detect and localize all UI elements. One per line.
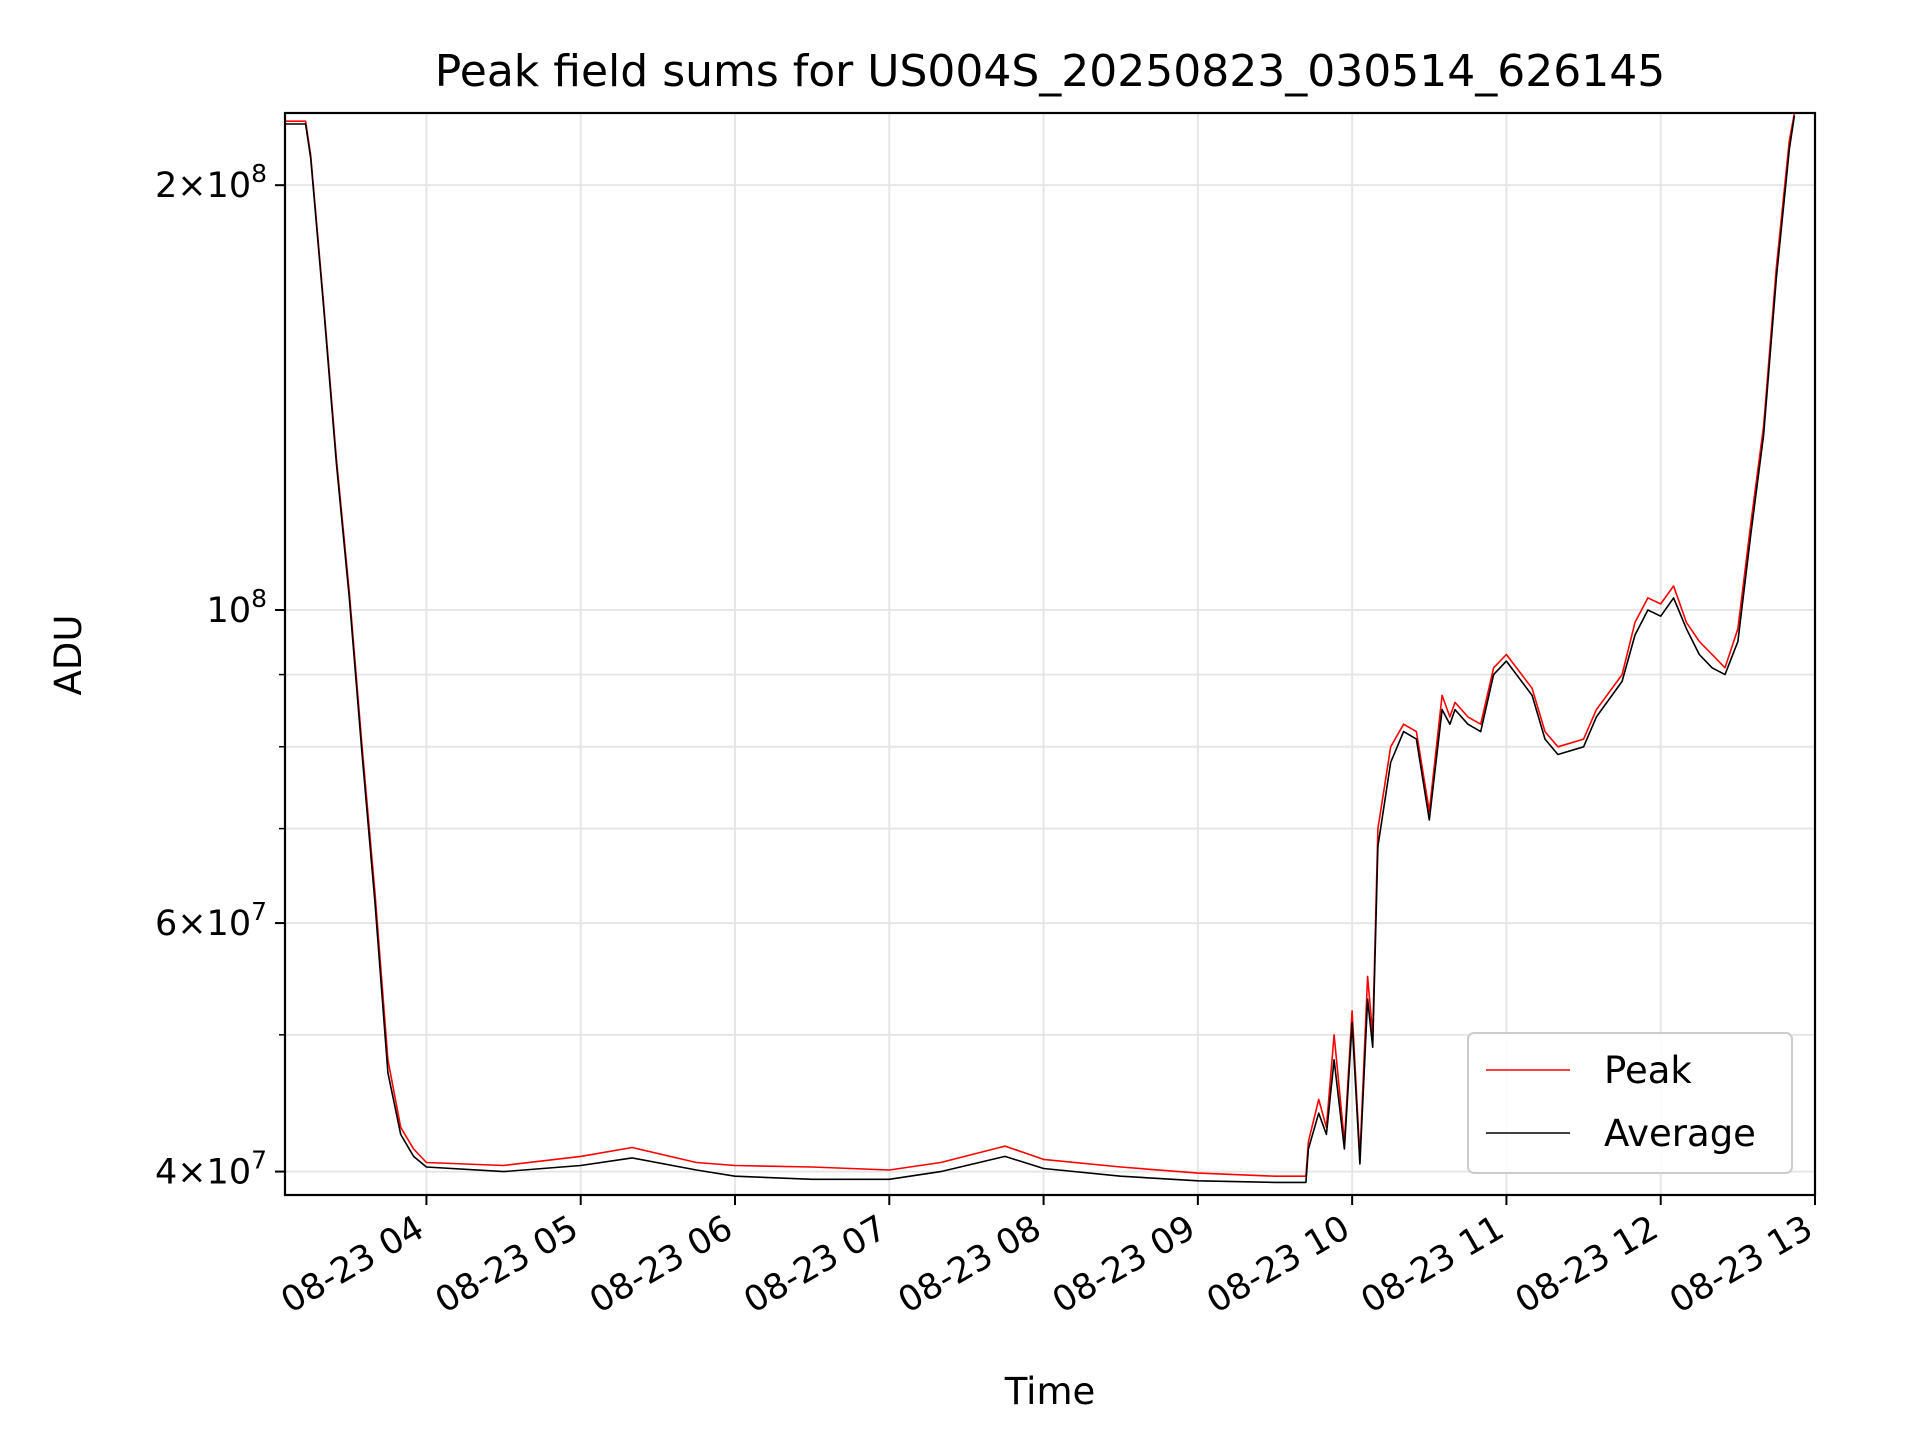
x-axis-label: Time bbox=[1004, 1370, 1096, 1413]
legend: Peak Average bbox=[1467, 1032, 1793, 1174]
series-line-peak bbox=[285, 112, 1796, 1177]
legend-label-peak: Peak bbox=[1604, 1049, 1692, 1092]
y-axis-ticks: 4×107 6×107 108 2×108 bbox=[155, 159, 285, 1193]
legend-label-average: Average bbox=[1604, 1112, 1756, 1155]
legend-box bbox=[1467, 1032, 1793, 1174]
y-axis-label: ADU bbox=[47, 615, 90, 696]
y-tick-label: 2×108 bbox=[155, 159, 267, 206]
series-line-average bbox=[285, 115, 1796, 1184]
series-lines bbox=[285, 112, 1796, 1184]
chart-title: Peak field sums for US004S_20250823_0305… bbox=[435, 46, 1665, 97]
plot-frame bbox=[283, 111, 1817, 1197]
y-tick-label: 6×107 bbox=[155, 897, 267, 944]
y-tick-label: 4×107 bbox=[155, 1146, 267, 1193]
y-tick-label: 108 bbox=[207, 584, 267, 631]
